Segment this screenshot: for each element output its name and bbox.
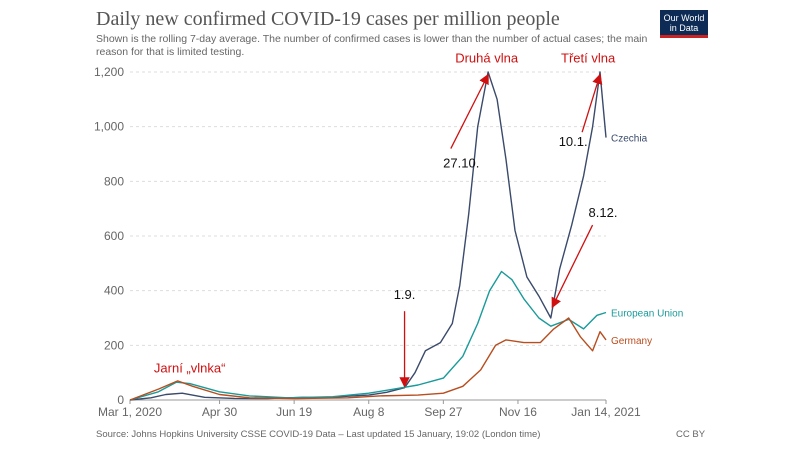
annotation-text-5: Třetí vlna [561,50,616,65]
series-label-european-union: European Union [611,309,683,320]
source-note[interactable]: Source: Johns Hopkins University CSSE CO… [96,429,541,440]
series-line-germany [129,317,607,401]
annotation-text-7: 8.12. [589,205,618,220]
annotation-text-6: 10.1. [559,134,588,149]
x-tick-label: Jan 14, 2021 [571,405,641,419]
annotation-arrow-2 [450,73,489,149]
series-label-czechia: Czechia [611,134,648,145]
annotation-arrow-3 [581,73,603,133]
chart-subtitle: Shown is the rolling 7-day average. The … [96,33,648,58]
x-tick-label: Mar 1, 2020 [98,405,162,419]
x-tick-label: Jun 19 [276,405,312,419]
y-tick-label: 1,200 [94,65,124,79]
y-tick-label: 800 [104,174,124,188]
series-line-european-union [129,270,607,401]
x-tick-label: Apr 30 [202,405,238,419]
annotation-text-3: Druhá vlna [455,50,519,65]
annotation-arrow-4 [551,224,594,309]
x-tick-label: Nov 16 [499,405,537,419]
series-line-czechia [129,71,607,401]
owid-logo[interactable]: Our World in Data [660,10,708,38]
annotation-text-1: Jarní „vlnka“ [154,361,226,376]
y-tick-label: 400 [104,284,124,298]
x-tick-label: Aug 8 [353,405,385,419]
logo-line2: in Data [669,23,699,33]
y-tick-label: 200 [104,338,124,352]
chart-title: Daily new confirmed COVID-19 cases per m… [96,8,560,30]
annotation-text-4: 27.10. [443,156,479,171]
series-label-germany: Germany [611,336,652,347]
logo-line1: Our World [663,13,705,23]
y-tick-label: 0 [117,393,124,407]
y-tick-label: 1,000 [94,120,124,134]
y-tick-label: 600 [104,229,124,243]
x-tick-label: Sep 27 [424,405,462,419]
license-link[interactable]: CC BY [676,429,706,440]
annotation-text-2: 1.9. [394,287,416,302]
